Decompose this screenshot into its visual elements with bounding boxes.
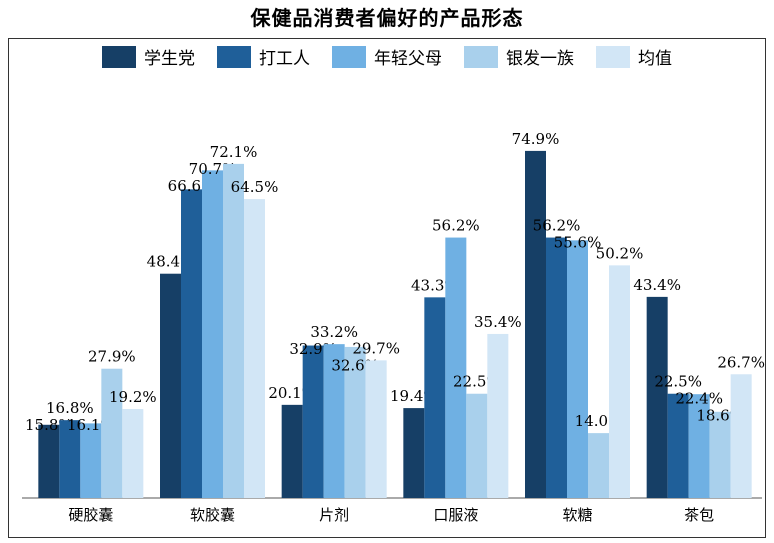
bar-5-4 bbox=[730, 374, 752, 498]
bar-3-1 bbox=[424, 297, 446, 498]
bar-4-3 bbox=[588, 433, 609, 498]
bar-1-2 bbox=[202, 170, 223, 499]
bar-3-0 bbox=[403, 408, 425, 498]
legend-swatch-4 bbox=[596, 45, 630, 68]
bar-5-0 bbox=[646, 296, 668, 498]
legend-swatch-1 bbox=[217, 45, 251, 68]
legend-item-2: 年轻父母 bbox=[332, 44, 442, 69]
bar-0-3 bbox=[101, 368, 123, 498]
value-label-5-1: 22.5% bbox=[654, 373, 702, 391]
bar-1-3 bbox=[223, 163, 244, 498]
bar-4-1 bbox=[546, 237, 567, 498]
category-label-1: 软胶囊 bbox=[190, 506, 235, 524]
bar-1-0 bbox=[160, 273, 181, 498]
value-label-2-4: 29.7% bbox=[352, 339, 400, 357]
value-label-1-4: 64.5% bbox=[231, 178, 279, 196]
legend-swatch-2 bbox=[332, 45, 366, 68]
category-label-5: 茶包 bbox=[684, 506, 714, 524]
bar-5-1 bbox=[667, 393, 689, 498]
value-label-5-2: 22.4% bbox=[675, 390, 723, 408]
bar-5-2 bbox=[688, 394, 710, 498]
value-label-5-0: 43.4% bbox=[633, 276, 681, 294]
bar-0-4 bbox=[122, 409, 144, 498]
legend-swatch-0 bbox=[102, 45, 136, 68]
legend-label-2: 年轻父母 bbox=[374, 49, 442, 69]
value-label-4-2: 55.6% bbox=[554, 234, 602, 252]
value-label-4-0: 74.9% bbox=[512, 130, 560, 148]
bar-0-1 bbox=[59, 420, 81, 498]
value-label-3-4: 35.4% bbox=[474, 313, 522, 331]
value-label-2-2: 33.2% bbox=[310, 323, 358, 341]
legend-label-1: 打工人 bbox=[259, 49, 310, 69]
legend-label-4: 均值 bbox=[638, 49, 672, 69]
legend-label-0: 学生党 bbox=[144, 49, 195, 69]
value-label-4-1: 56.2% bbox=[533, 217, 581, 235]
bar-3-4 bbox=[487, 333, 509, 498]
category-label-3: 口服液 bbox=[433, 506, 478, 524]
bar-2-2 bbox=[323, 344, 345, 498]
legend-item-0: 学生党 bbox=[102, 44, 195, 69]
value-label-0-1: 16.8% bbox=[46, 399, 94, 417]
legend-item-4: 均值 bbox=[596, 44, 672, 69]
bar-2-3 bbox=[344, 346, 366, 498]
category-label-4: 软糖 bbox=[562, 506, 592, 524]
bar-1-1 bbox=[181, 189, 202, 499]
value-label-5-4: 26.7% bbox=[717, 353, 765, 371]
bar-4-4 bbox=[609, 265, 630, 498]
bar-0-2 bbox=[80, 423, 102, 498]
value-label-0-3: 27.9% bbox=[88, 348, 136, 366]
bar-2-0 bbox=[281, 404, 303, 498]
value-label-4-4: 50.2% bbox=[596, 244, 644, 262]
value-label-0-4: 19.2% bbox=[109, 388, 157, 406]
chart-legend: 学生党 打工人 年轻父母 银发一族 均值 bbox=[0, 44, 774, 69]
legend-item-3: 银发一族 bbox=[464, 44, 574, 69]
plot-border bbox=[8, 38, 766, 538]
bar-2-1 bbox=[302, 345, 324, 498]
chart-title: 保健品消费者偏好的产品形态 bbox=[250, 6, 524, 30]
bar-1-4 bbox=[244, 199, 265, 498]
legend-label-3: 银发一族 bbox=[506, 49, 574, 69]
bar-4-2 bbox=[567, 240, 588, 498]
value-label-1-3: 72.1% bbox=[210, 143, 258, 161]
category-label-0: 硬胶囊 bbox=[68, 506, 113, 524]
bar-3-2 bbox=[445, 237, 467, 498]
bar-4-0 bbox=[525, 150, 546, 498]
value-label-3-2: 56.2% bbox=[432, 217, 480, 235]
bar-3-3 bbox=[466, 393, 488, 498]
bar-0-0 bbox=[38, 424, 60, 498]
bar-5-3 bbox=[709, 411, 731, 498]
legend-item-1: 打工人 bbox=[217, 44, 310, 69]
bar-2-4 bbox=[365, 360, 387, 498]
legend-swatch-3 bbox=[464, 45, 498, 68]
category-label-2: 片剂 bbox=[319, 506, 349, 524]
